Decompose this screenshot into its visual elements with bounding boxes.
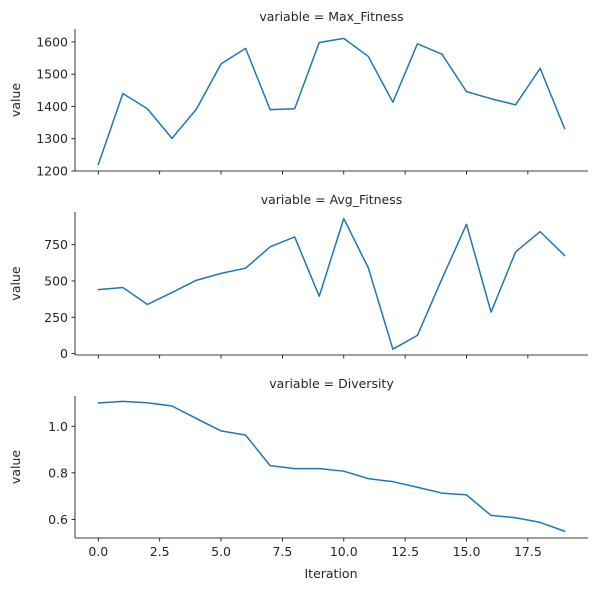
series-line xyxy=(97,217,566,350)
x-tick-label: 2.5 xyxy=(150,544,170,559)
series-line xyxy=(97,37,566,166)
x-tick-label: 0.0 xyxy=(88,544,108,559)
facet-title: variable = Max_Fitness xyxy=(259,9,403,24)
series-line xyxy=(97,400,566,532)
facet-title: variable = Diversity xyxy=(269,376,394,391)
y-axis-label: value xyxy=(8,450,23,484)
y-tick-label: 0.6 xyxy=(48,512,68,527)
y-tick-label: 0.8 xyxy=(48,465,68,480)
facet-title: variable = Avg_Fitness xyxy=(261,192,403,207)
x-tick-label: 12.5 xyxy=(391,544,419,559)
y-tick-label: 0 xyxy=(60,346,68,361)
y-tick-label: 1200 xyxy=(36,164,68,179)
y-tick-label: 1300 xyxy=(36,131,68,146)
y-axis-label: value xyxy=(8,83,23,117)
y-tick-label: 1400 xyxy=(36,99,68,114)
x-tick-label: 17.5 xyxy=(514,544,542,559)
x-tick-label: 15.0 xyxy=(453,544,481,559)
y-tick-label: 1600 xyxy=(36,34,68,49)
x-tick-label: 7.5 xyxy=(272,544,292,559)
y-tick-label: 250 xyxy=(44,310,68,325)
y-tick-label: 500 xyxy=(44,273,68,288)
y-axis-label: value xyxy=(8,266,23,300)
x-tick-label: 10.0 xyxy=(330,544,358,559)
y-tick-label: 1500 xyxy=(36,67,68,82)
x-axis-label: Iteration xyxy=(304,566,357,581)
y-tick-label: 1.0 xyxy=(48,419,68,434)
facet-panel-3: variable = Diversity value 0.6 0.8 1.0 0.0 2.5… xyxy=(8,376,588,559)
y-tick-label: 750 xyxy=(44,237,68,252)
x-tick-label: 5.0 xyxy=(211,544,231,559)
